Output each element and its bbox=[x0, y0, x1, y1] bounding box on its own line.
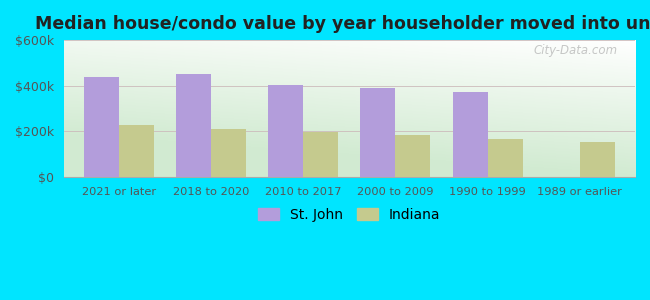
Bar bbox=[119, 125, 154, 177]
Legend: St. John, Indiana: St. John, Indiana bbox=[253, 202, 446, 227]
Bar bbox=[176, 74, 211, 177]
Bar bbox=[304, 132, 339, 177]
Bar bbox=[488, 139, 523, 177]
Title: Median house/condo value by year householder moved into unit: Median house/condo value by year househo… bbox=[34, 15, 650, 33]
Text: City-Data.com: City-Data.com bbox=[534, 44, 618, 57]
Bar bbox=[580, 142, 615, 177]
Bar bbox=[395, 135, 430, 177]
Bar bbox=[84, 76, 119, 177]
Bar bbox=[452, 92, 488, 177]
Bar bbox=[268, 85, 304, 177]
Bar bbox=[361, 88, 395, 177]
Bar bbox=[211, 129, 246, 177]
